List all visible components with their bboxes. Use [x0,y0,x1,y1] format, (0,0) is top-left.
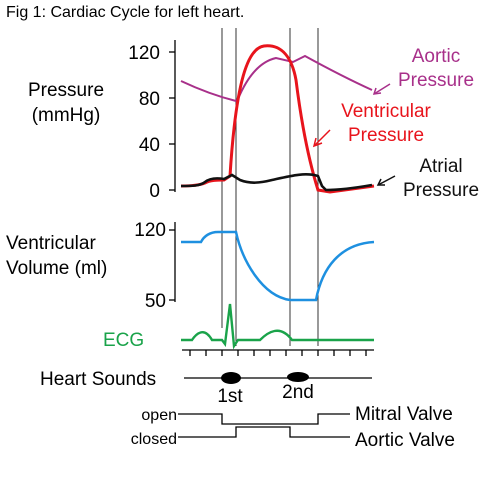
ecg-label: ECG [103,330,144,351]
ventricular-label-arrow [312,129,331,148]
mitral-valve-trace [178,413,350,425]
figure-title: Fig 1: Cardiac Cycle for left heart. [6,4,244,21]
time-axis [182,349,374,356]
aortic-pressure-label-line1: Aortic [412,46,461,67]
pressure-tick-40: 40 [139,135,160,156]
atrial-pressure-label-line1: Atrial [419,156,462,177]
volume-tick-120: 120 [134,220,166,241]
aortic-valve-label: Aortic Valve [355,430,455,451]
heart-sounds-label: Heart Sounds [40,369,156,390]
pressure-ylabel-line1: Pressure [28,80,104,101]
pressure-tick-120: 120 [128,43,160,64]
volume-ylabel-line1: Ventricular [6,233,96,254]
aortic-pressure-label-line2: Pressure [398,70,474,91]
pressure-axis [169,40,176,192]
volume-tick-50: 50 [145,291,166,312]
volume-axis [169,222,176,302]
pressure-tick-80: 80 [139,89,160,110]
atrial-pressure-curve [180,173,373,192]
volume-ylabel-line2: Volume (ml) [6,258,107,279]
phase-divider-lines [221,28,319,346]
pressure-ylabel-line2: (mmHg) [32,105,101,126]
second-heart-sound-label: 2nd [282,382,314,403]
ventricular-volume-curve [181,230,375,302]
valve-closed-label: closed [131,431,177,448]
aortic-pressure-curve [180,54,373,103]
ventricular-pressure-label-line2: Pressure [348,125,424,146]
atrial-pressure-label-line2: Pressure [403,180,479,201]
mitral-valve-label: Mitral Valve [355,404,453,425]
ecg-trace [181,303,374,350]
aortic-valve-trace [178,426,350,438]
ventricular-pressure-label-line1: Ventricular [341,101,431,122]
atrial-label-arrow [376,175,396,186]
valve-open-label: open [141,407,177,424]
first-heart-sound-label: 1st [217,386,243,407]
heart-sounds-trace [184,372,372,384]
pressure-tick-0: 0 [149,181,160,202]
aortic-label-arrow [372,83,391,95]
